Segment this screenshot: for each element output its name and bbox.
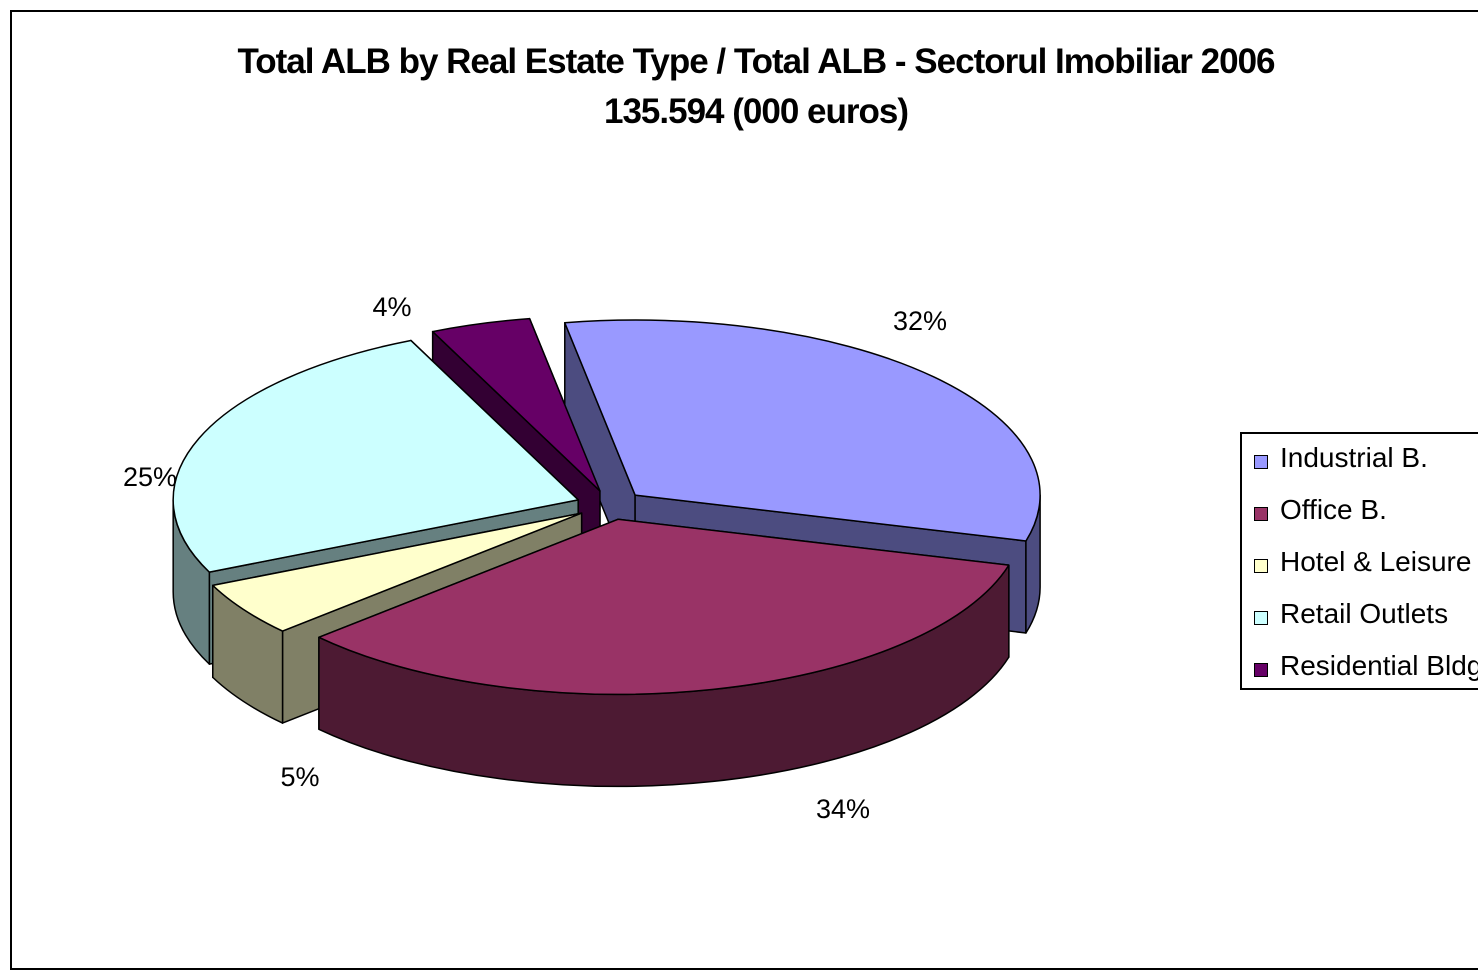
chart-subtitle: 135.594 (000 euros) [604,92,909,131]
legend-item: Industrial B. [1254,438,1428,478]
legend-swatch [1254,559,1268,573]
slice-label: 34% [816,794,870,824]
legend-swatch [1254,507,1268,521]
legend-item: Hotel & Leisure [1254,542,1471,582]
legend-swatch [1254,663,1268,677]
legend-label: Retail Outlets [1280,598,1449,629]
legend-label: Residential Bldg. [1280,650,1478,681]
legend-item: Office B. [1254,490,1387,530]
pie-tops [172,317,1041,696]
slice-label: 4% [372,292,411,322]
pie-slice [318,518,1010,696]
legend-label: Hotel & Leisure [1280,546,1472,577]
legend-item: Retail Outlets [1254,594,1448,634]
legend-swatch [1254,455,1268,469]
legend-label: Industrial B. [1280,442,1428,473]
pie-slice [172,339,579,573]
chart-title: Total ALB by Real Estate Type / Total AL… [237,42,1275,81]
slice-label: 25% [123,462,177,492]
slice-label: 5% [280,762,319,792]
slice-label: 32% [893,306,947,336]
legend-label: Office B. [1280,494,1387,525]
legend-swatch [1254,611,1268,625]
pie-slice [431,317,601,492]
legend: Industrial B. Office B. Hotel & Leisure Ret… [1240,432,1478,690]
legend-item: Residential Bldg. [1254,646,1478,686]
pie-slice [212,512,583,632]
pie-slice [564,319,1041,542]
